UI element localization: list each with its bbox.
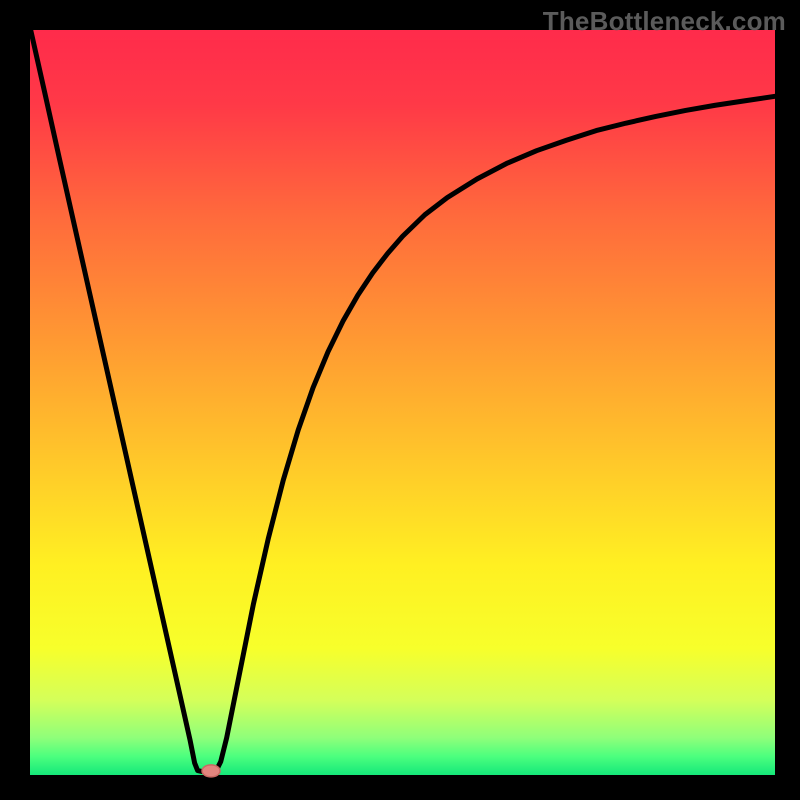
chart-svg: [0, 0, 800, 800]
optimum-marker: [202, 765, 220, 777]
plot-gradient-background: [30, 30, 775, 775]
watermark-text: TheBottleneck.com: [543, 6, 786, 37]
bottleneck-chart: TheBottleneck.com: [0, 0, 800, 800]
